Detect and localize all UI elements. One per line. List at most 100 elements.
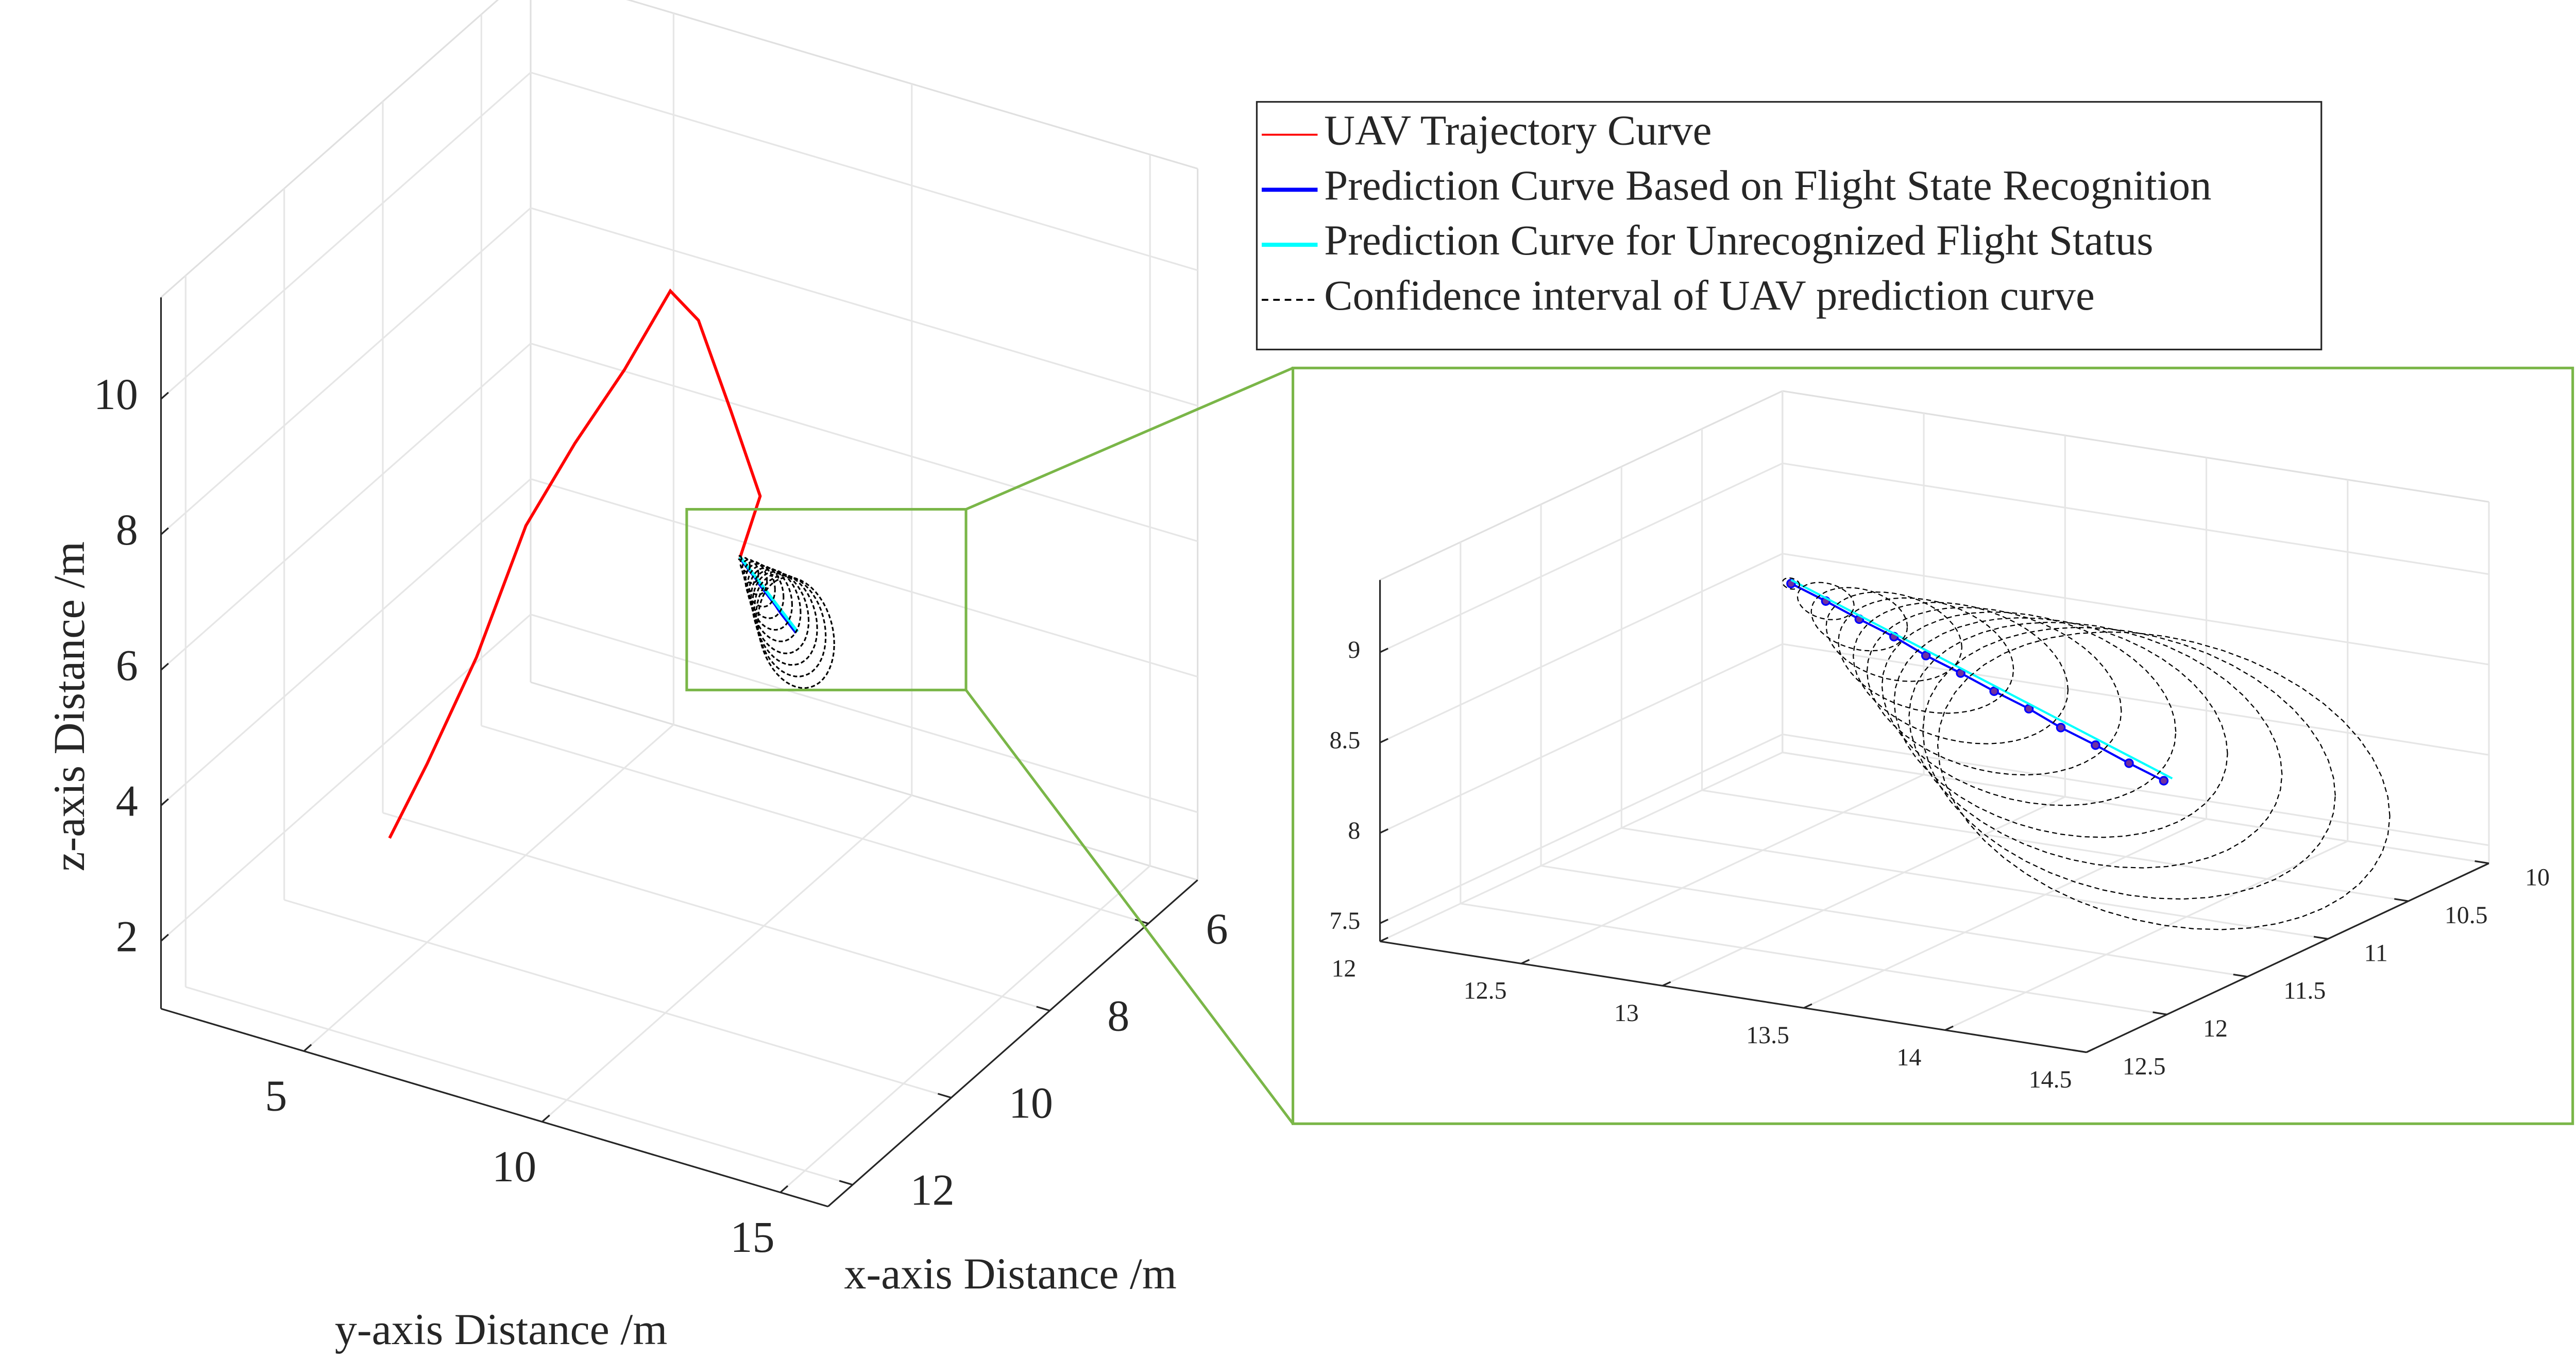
main-axes: 2 4 6 8 10 5 10 15 6 8 10 12 [94,0,1228,1262]
confidence-ellipse [1797,582,1855,620]
legend-label: Prediction Curve Based on Flight State R… [1324,161,2211,209]
grid-line [303,724,674,1052]
confidence-ellipse [753,572,818,666]
tick-mark [779,1185,789,1193]
series-line [1790,579,2173,779]
confidence-ellipse [1866,607,2122,776]
tick-mark [2072,1049,2087,1054]
z-tick-label: 4 [116,776,138,825]
grid-line [530,207,1198,407]
zoom-connector [964,689,1294,1125]
confidence-ellipse [750,568,802,642]
y-tick-label: 5 [265,1071,287,1121]
confidence-ellipse [1908,621,2283,869]
x-tick-label: 10.5 [2445,902,2488,929]
grid-line [481,725,1149,925]
confidence-ellipse [747,565,785,619]
confidence-ellipse [1825,591,1963,682]
y-tick-label: 15 [730,1212,774,1262]
tick-mark [303,1044,312,1052]
x-tick-label: 11 [2364,939,2388,966]
confidence-ellipse [1810,587,1908,652]
x-axis-line [2086,862,2489,1053]
series-marker [2056,723,2066,733]
tick-mark [1379,919,1388,924]
grid-line [1662,796,2065,987]
grid-line [1460,903,2167,1015]
y-tick-label: 14.5 [2029,1066,2072,1093]
tick-mark [2153,1011,2167,1015]
box-edge [160,0,499,298]
grid-line [1379,553,1783,743]
x-tick-label: 12 [910,1165,955,1215]
tick-mark [2313,936,2328,940]
y-tick-label: 10 [492,1142,536,1191]
legend: UAV Trajectory Curve Prediction Curve Bas… [1256,101,2323,351]
x-tick-label: 10 [2525,864,2550,891]
legend-box [1256,101,2323,351]
confidence-ellipse [757,576,835,689]
series-line [388,288,762,839]
grid-line [1521,774,1924,964]
inset-frame [1292,366,2574,1125]
grid-line [1782,751,2489,864]
grid-line [530,614,1198,813]
tick-mark [1379,648,1388,653]
grid-line [1540,865,2248,978]
grid-line [1782,733,2489,846]
tick-mark [2086,1047,2095,1053]
series-marker [2091,740,2100,750]
tick-mark [839,1180,853,1186]
series-marker [1921,651,1931,660]
tick-mark [1662,981,1671,987]
z-tick-label: 2 [116,911,138,961]
x-tick-label: 11.5 [2283,977,2326,1005]
tick-mark [1803,1003,1812,1009]
confidence-ellipse [1853,602,2069,744]
tick-mark [160,798,169,806]
x-tick-label: 12.5 [2123,1053,2166,1080]
tick-mark [2394,898,2409,902]
grid-line [160,343,532,671]
tick-mark [160,663,169,671]
grid-line [1944,840,2348,1031]
grid-line [1782,553,2489,666]
box-edge [530,681,1198,881]
grid-line [1379,734,1783,924]
x-tick-label: 10 [1009,1078,1053,1128]
grid-line [1803,818,2207,1009]
grid-line [382,812,1050,1012]
box-edge [1379,390,1783,581]
tick-mark [937,1093,952,1099]
z-tick-label: 8 [1348,817,1360,844]
y-tick-label: 12 [1332,955,1357,982]
series-marker [2124,758,2134,768]
x-tick-label: 12 [2203,1015,2228,1042]
box-edge [626,0,1198,169]
box-edge [1782,390,2489,503]
grid-line [530,478,1198,678]
confidence-ellipse [1893,617,2228,838]
legend-label: UAV Trajectory Curve [1324,107,1711,154]
tick-mark [1944,1025,1954,1031]
confidence-ellipse [1937,631,2391,930]
grid-line [160,478,532,806]
grid-line [779,865,1151,1193]
zoom-region [685,508,968,691]
y-tick-label: 12.5 [1464,977,1507,1005]
z-tick-label: 7.5 [1330,907,1361,935]
tick-mark [1379,937,1388,942]
z-tick-label: 9 [1348,636,1360,664]
confidence-ellipse [748,567,793,631]
grid-line [1379,643,1783,834]
confidence-ellipse [1922,626,2336,900]
y-tick-label: 14 [1896,1044,1921,1071]
grid-line [530,343,1198,542]
grid-line [1702,789,2409,902]
tick-mark [1521,959,1530,964]
tick-mark [2233,973,2248,978]
legend-label: Confidence interval of UAV prediction cu… [1324,271,2095,319]
grid-line [541,794,912,1123]
